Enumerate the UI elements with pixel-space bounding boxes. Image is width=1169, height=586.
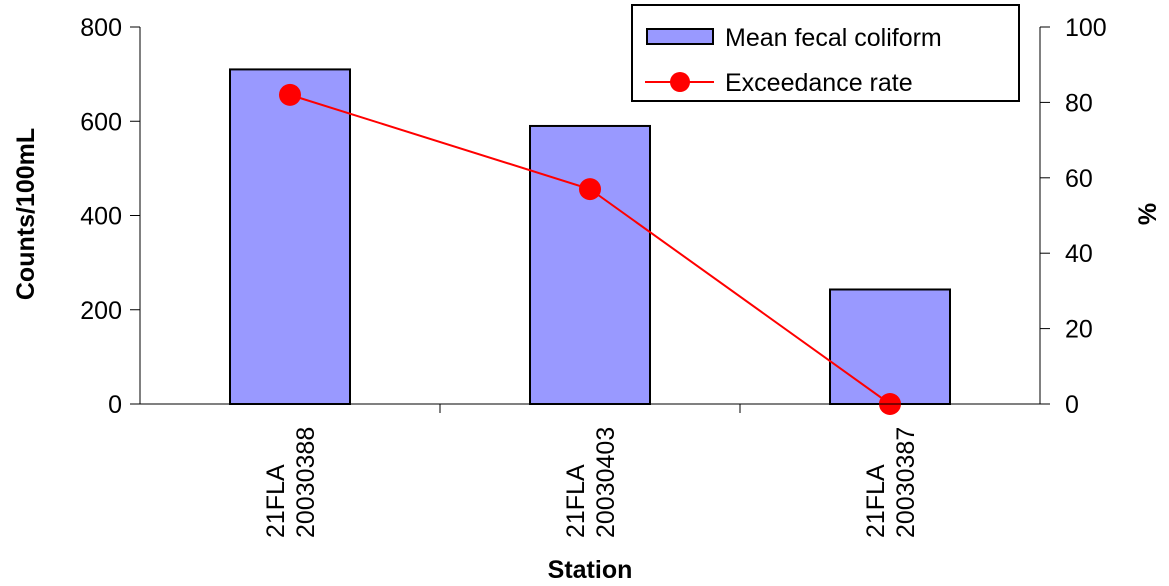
right-tick-label: 60 [1065,165,1093,193]
x-axis: 21FLA 20030388 21FLA 20030403 21FLA 20030387 [140,403,1040,538]
plot-area [229,68,951,415]
left-tick-label: 600 [80,108,122,136]
legend-box [631,4,1020,102]
left-tick-label: 200 [80,297,122,325]
y-axis-title: Counts/100mL [12,128,40,300]
right-tick-label: 80 [1065,89,1093,117]
legend: Mean fecal coliform Exceedance rate [631,4,1020,102]
right-tick-label: 20 [1065,316,1093,344]
category-label-line: 20030387 [892,427,920,538]
category-label-line: 20030403 [592,427,620,538]
exceedance-point [579,178,601,201]
bar [829,288,951,405]
right-tick-label: 0 [1065,391,1079,419]
x-axis-title: Station [548,556,633,584]
legend-line-marker [670,72,690,92]
category-label-line: 21FLA [862,464,890,538]
category-label: 21FLA 20030387 [862,427,920,538]
left-tick-label: 0 [108,391,122,419]
legend-line-label: Exceedance rate [725,69,913,97]
right-tick-label: 40 [1065,240,1093,268]
bar [229,68,351,405]
bar [529,124,651,406]
left-y-axis: 0 200 400 600 800 [80,14,141,419]
category-label-line: 21FLA [562,464,590,538]
exceedance-point [279,83,301,106]
y2-axis-title: % [1134,203,1162,225]
category-label: 21FLA 20030403 [562,427,620,538]
legend-bar-swatch [646,28,714,45]
right-y-axis: 0 20 40 60 80 100 [1039,14,1107,419]
legend-bar-label: Mean fecal coliform [725,24,942,52]
category-label: 21FLA 20030388 [262,427,320,538]
left-tick-label: 400 [80,203,122,231]
category-label-line: 21FLA [262,464,290,538]
category-label-line: 20030388 [292,427,320,538]
left-tick-label: 800 [80,14,122,42]
right-tick-label: 100 [1065,14,1107,42]
